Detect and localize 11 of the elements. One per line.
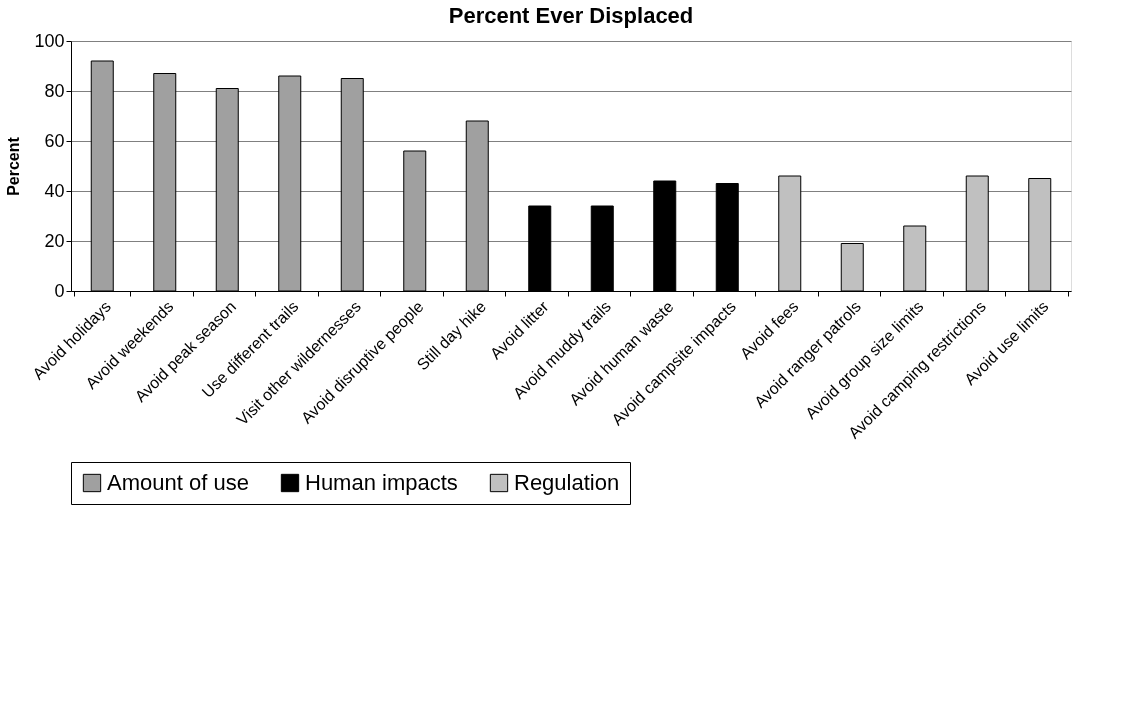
legend-label: Regulation [514, 470, 620, 495]
y-tick-label: 40 [44, 180, 65, 201]
y-tick-label: 60 [44, 130, 65, 151]
legend-label: Human impacts [305, 470, 458, 495]
chart-title: Percent Ever Displaced [448, 3, 694, 28]
y-tick-label: 20 [44, 230, 65, 251]
y-tick-label: 80 [44, 80, 65, 101]
legend-label: Amount of use [107, 470, 249, 495]
y-tick-label: 100 [34, 30, 65, 51]
y-axis-title: Percent [5, 136, 23, 196]
y-tick-label: 0 [54, 280, 65, 301]
